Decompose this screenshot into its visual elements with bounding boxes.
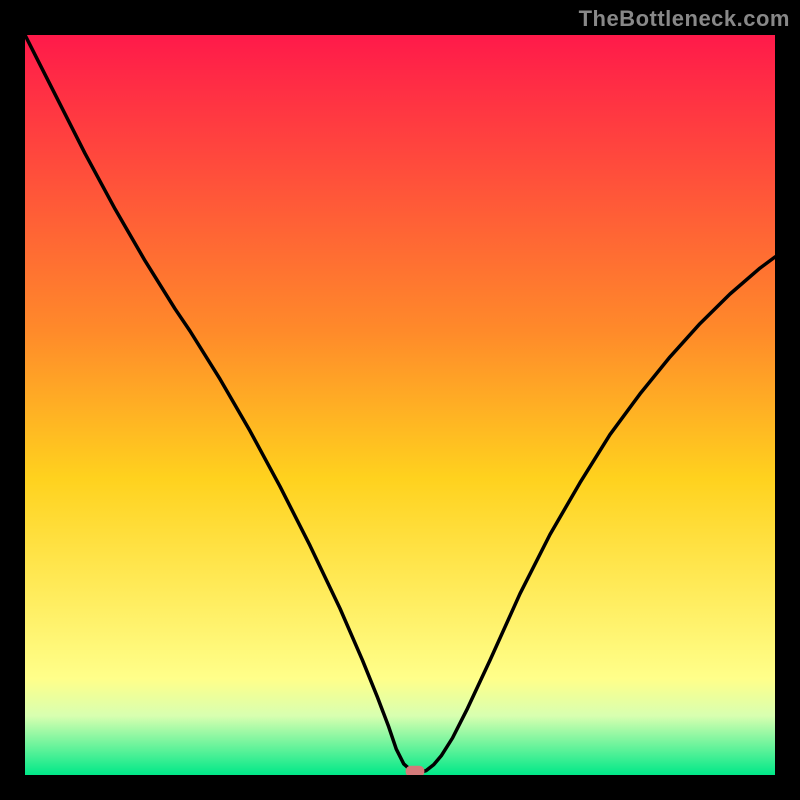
chart-frame: TheBottleneck.com — [0, 0, 800, 800]
minimum-marker — [406, 766, 425, 775]
bottleneck-curve — [25, 35, 775, 773]
plot-area — [25, 35, 775, 775]
curve-layer — [25, 35, 775, 775]
watermark-text: TheBottleneck.com — [579, 6, 790, 32]
